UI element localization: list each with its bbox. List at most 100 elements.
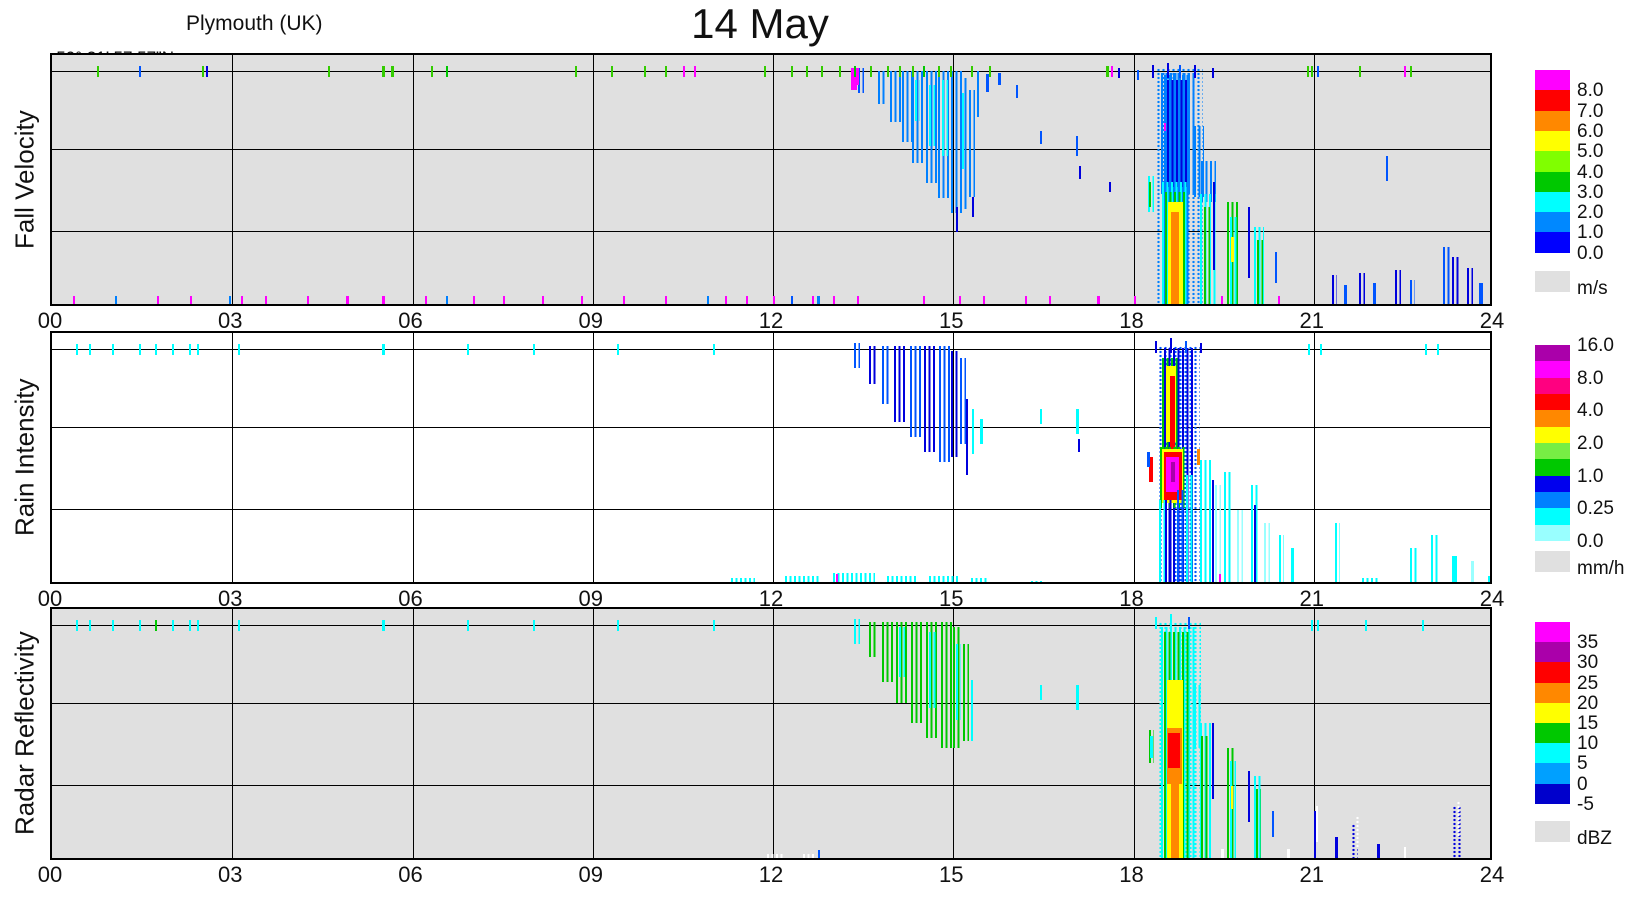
data-feature bbox=[909, 345, 922, 437]
data-feature bbox=[1204, 206, 1211, 304]
data-feature bbox=[1466, 267, 1473, 304]
grid-line-vertical bbox=[773, 333, 774, 582]
bottom-tick bbox=[190, 295, 193, 304]
data-feature bbox=[963, 644, 970, 741]
legend-swatch bbox=[1535, 743, 1570, 764]
data-feature bbox=[894, 345, 907, 422]
data-feature bbox=[1253, 505, 1256, 582]
data-feature bbox=[1016, 85, 1019, 98]
data-feature bbox=[966, 398, 970, 475]
data-feature bbox=[1286, 849, 1290, 858]
grid-line-vertical bbox=[232, 333, 234, 582]
data-feature bbox=[1430, 535, 1440, 582]
top-strip-tick bbox=[466, 619, 469, 632]
top-strip-tick bbox=[693, 65, 696, 78]
axis-tick-label: 24 bbox=[1479, 308, 1505, 333]
grid-line-vertical bbox=[1313, 55, 1315, 304]
data-feature bbox=[1409, 548, 1418, 582]
panel-fall-velocity bbox=[50, 53, 1492, 306]
data-feature bbox=[1214, 484, 1221, 582]
top-strip-tick bbox=[382, 65, 385, 78]
data-feature bbox=[1187, 616, 1190, 630]
data-feature bbox=[1331, 275, 1337, 304]
top-strip-tick bbox=[76, 619, 79, 632]
top-strip-tick bbox=[391, 65, 394, 78]
legend-value-label: 35 bbox=[1577, 632, 1599, 654]
bottom-tick bbox=[1133, 295, 1136, 304]
legend-swatch bbox=[1535, 361, 1570, 379]
data-feature bbox=[1211, 722, 1214, 799]
top-strip-tick bbox=[197, 343, 200, 356]
data-feature bbox=[1118, 67, 1121, 78]
data-feature bbox=[1169, 338, 1172, 354]
top-strip-tick bbox=[1110, 65, 1113, 78]
bottom-tick bbox=[664, 295, 667, 304]
legend-value-label: 20 bbox=[1577, 692, 1599, 714]
top-strip-tick bbox=[610, 65, 613, 78]
top-strip-tick bbox=[712, 343, 715, 356]
top-strip-tick bbox=[912, 65, 915, 78]
data-feature bbox=[1031, 580, 1044, 582]
grid-line-horizontal bbox=[52, 427, 1490, 429]
data-feature bbox=[929, 631, 937, 708]
data-feature bbox=[1184, 340, 1187, 354]
bottom-tick bbox=[745, 295, 749, 304]
data-feature bbox=[1231, 237, 1234, 263]
legend-value-label: 0.0 bbox=[1577, 530, 1604, 552]
top-strip-tick bbox=[532, 343, 535, 356]
top-strip-tick bbox=[971, 65, 974, 78]
data-feature bbox=[851, 67, 858, 91]
data-feature bbox=[887, 575, 918, 582]
bottom-tick bbox=[817, 295, 820, 304]
time-axis-fall-velocity: 00 03 06 09 12 15 18 21 24 bbox=[0, 308, 1640, 334]
data-feature bbox=[1199, 459, 1212, 582]
legend-swatch bbox=[1535, 171, 1570, 193]
top-strip-tick bbox=[155, 343, 158, 356]
bottom-tick bbox=[424, 295, 427, 304]
data-feature bbox=[1076, 135, 1079, 157]
grid-line-vertical bbox=[1313, 609, 1315, 858]
legend-value-label: 16.0 bbox=[1577, 335, 1614, 356]
legend-swatch bbox=[1535, 70, 1570, 91]
data-feature bbox=[1223, 472, 1233, 582]
bottom-tick bbox=[812, 295, 815, 304]
data-feature bbox=[1478, 282, 1483, 304]
data-feature bbox=[1076, 684, 1079, 711]
data-feature bbox=[878, 71, 886, 105]
legend-swatch bbox=[1535, 442, 1570, 460]
axis-tick-label: 12 bbox=[758, 308, 784, 333]
grid-line-vertical bbox=[773, 609, 774, 858]
data-feature bbox=[941, 621, 954, 749]
legend-swatch bbox=[1535, 426, 1570, 444]
bottom-tick bbox=[157, 295, 160, 304]
grid-line-vertical bbox=[592, 609, 594, 858]
data-feature bbox=[961, 92, 966, 169]
legend-units-label: m/s bbox=[1577, 278, 1608, 299]
grid-line-vertical bbox=[953, 333, 955, 582]
data-feature bbox=[882, 345, 892, 404]
top-strip-tick bbox=[112, 619, 115, 632]
top-strip-tick bbox=[1311, 65, 1314, 78]
top-strip-tick bbox=[139, 65, 142, 78]
data-feature bbox=[890, 71, 901, 123]
top-strip-tick bbox=[806, 65, 809, 78]
data-feature bbox=[1442, 247, 1451, 304]
axis-tick-label: 00 bbox=[37, 586, 63, 611]
data-feature bbox=[972, 408, 976, 455]
data-feature bbox=[951, 350, 961, 457]
top-strip-tick bbox=[854, 65, 857, 78]
data-feature bbox=[1166, 62, 1169, 78]
data-feature bbox=[1358, 272, 1365, 304]
data-feature bbox=[1372, 282, 1377, 304]
top-strip-tick bbox=[682, 65, 685, 78]
legend-value-label: 6.0 bbox=[1577, 120, 1604, 142]
top-strip-tick bbox=[466, 343, 469, 356]
axis-tick-label: 18 bbox=[1119, 586, 1144, 611]
data-feature bbox=[1343, 285, 1347, 304]
top-strip-tick bbox=[197, 619, 200, 632]
legend-units-swatch bbox=[1535, 821, 1570, 842]
data-feature bbox=[1076, 408, 1079, 435]
data-feature bbox=[1164, 499, 1174, 582]
grid-line-vertical bbox=[1313, 333, 1315, 582]
bottom-tick bbox=[1218, 573, 1221, 582]
